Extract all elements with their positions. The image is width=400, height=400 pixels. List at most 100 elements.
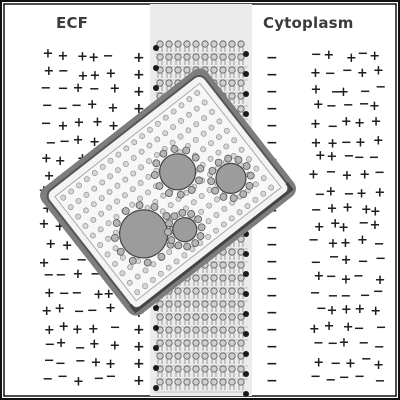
ion-charge: −: [310, 286, 321, 301]
inset-lipid: [129, 186, 136, 192]
lipid-head: [228, 378, 236, 386]
lipid-head: [219, 352, 227, 360]
lipid-head: [237, 53, 245, 61]
lipid-head: [183, 365, 191, 373]
inset-lipid: [138, 164, 145, 171]
ion-charge: +: [313, 269, 324, 284]
ion-charge: +: [340, 273, 351, 288]
inset-lipid: [181, 252, 188, 259]
ion-charge: −: [45, 136, 56, 151]
ion-charge: −: [42, 372, 53, 387]
protein-subunit: [150, 203, 159, 211]
protein-subunit: [239, 190, 248, 199]
inset-lipid: [223, 143, 230, 150]
edge-dot: [153, 325, 159, 331]
inset-lipid: [90, 216, 97, 223]
protein-subunit: [214, 158, 223, 167]
ecf-label: ECF: [56, 14, 89, 32]
membrane-negative-charge: −: [266, 84, 278, 100]
inset-lipid: [90, 201, 97, 208]
inset-lipid: [216, 118, 223, 125]
ion-charge: −: [358, 216, 369, 231]
inset-lipid: [193, 121, 200, 128]
ion-charge: +: [73, 267, 84, 282]
inset-lipid: [137, 180, 144, 186]
protein-subunit: [170, 212, 179, 221]
protein-subunit: [183, 242, 192, 251]
ion-charge: +: [323, 48, 334, 63]
ion-charge: +: [338, 220, 349, 235]
ion-charge: +: [324, 319, 335, 334]
inset-lipid: [137, 195, 144, 202]
lipid-head: [174, 339, 182, 347]
protein-subunit: [196, 232, 205, 240]
ion-charge: +: [369, 218, 380, 233]
inset-lipid: [178, 102, 185, 109]
lipid-head: [219, 79, 227, 87]
inset-lipid: [91, 185, 98, 192]
ion-charge: −: [358, 336, 369, 351]
lipid-head: [219, 66, 227, 74]
ion-charge: +: [355, 136, 366, 151]
inset-lipid: [68, 188, 75, 195]
inset-lipid: [106, 189, 113, 195]
edge-dot: [243, 71, 249, 77]
ion-charge: −: [360, 288, 371, 303]
inset-lipid: [198, 208, 205, 215]
protein-subunit: [176, 190, 185, 199]
ion-charge: +: [108, 119, 119, 134]
inset-lipid: [253, 165, 260, 172]
protein-subunit: [170, 145, 179, 153]
ion-charge: +: [41, 304, 52, 319]
ion-charge: +: [74, 116, 85, 131]
ion-charge: −: [57, 370, 68, 385]
lipid-head: [228, 79, 236, 87]
edge-dot: [243, 251, 249, 257]
ion-charge: +: [90, 355, 101, 370]
membrane-positive-charge: +: [133, 101, 145, 117]
edge-dot: [243, 331, 249, 337]
ion-charge: −: [75, 354, 86, 369]
inset-lipid: [115, 151, 122, 158]
protein-subunit: [157, 252, 166, 261]
membrane-closeup-icon: [40, 68, 296, 316]
ion-charge: −: [358, 255, 369, 270]
protein-subunit: [128, 256, 137, 265]
membrane-negative-charge: −: [266, 288, 278, 304]
lipid-head: [192, 352, 200, 360]
ion-charge: +: [43, 64, 54, 79]
membrane-negative-charge: −: [266, 135, 278, 151]
ion-charge: −: [75, 341, 86, 356]
inset-lipid: [138, 148, 145, 155]
lipid-head: [228, 261, 236, 269]
lipid-head: [228, 313, 236, 321]
lipid-head: [156, 79, 164, 87]
lipid-head: [156, 300, 164, 308]
inset-lipid: [178, 118, 184, 124]
inset-lipid: [194, 90, 201, 96]
inset-lipid: [67, 204, 74, 211]
inset-lipid: [134, 273, 141, 280]
ion-charge: −: [360, 85, 371, 100]
lipid-head: [219, 261, 227, 269]
ion-charge: +: [42, 201, 53, 216]
inset-lipid: [201, 99, 208, 106]
lipid-head: [165, 326, 173, 334]
edge-dot: [153, 65, 159, 71]
ion-charge: −: [93, 372, 104, 387]
lipid-head: [165, 352, 173, 360]
protein-subunit: [167, 236, 176, 245]
ion-charge: +: [62, 238, 73, 253]
lipid-head: [156, 339, 164, 347]
lipid-head: [219, 287, 227, 295]
lipid-head: [228, 53, 236, 61]
ion-charge: +: [105, 66, 116, 81]
inset-lipid: [130, 154, 137, 161]
edge-dot: [243, 391, 249, 397]
inset-lipid: [206, 202, 212, 209]
edge-dot: [153, 305, 159, 311]
ion-charge: +: [310, 117, 321, 132]
lipid-head: [210, 339, 218, 347]
ion-charge: +: [310, 83, 321, 98]
ion-charge: +: [89, 337, 100, 352]
